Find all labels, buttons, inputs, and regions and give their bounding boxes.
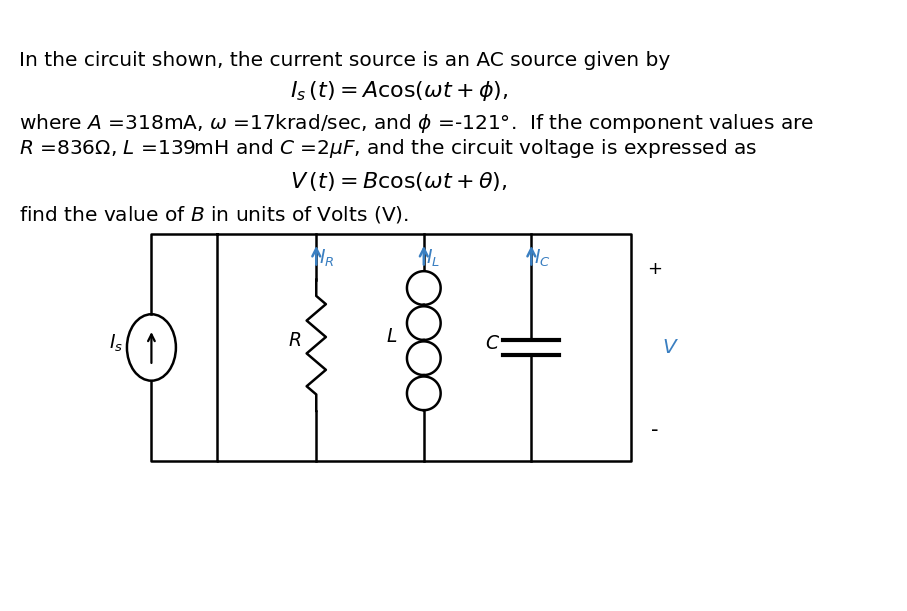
Text: $I_s\,(t) = A\mathrm{cos}(\omega t + \phi),$: $I_s\,(t) = A\mathrm{cos}(\omega t + \ph… (289, 79, 508, 103)
Text: $I_R$: $I_R$ (319, 248, 335, 269)
Text: $C$: $C$ (485, 334, 500, 353)
Text: $I_s$: $I_s$ (110, 332, 123, 354)
Text: $R$ =836Ω, $L$ =139mH and $C$ =2$\mu F$, and the circuit voltage is expressed as: $R$ =836Ω, $L$ =139mH and $C$ =2$\mu F$,… (18, 137, 756, 160)
Text: $I_C$: $I_C$ (534, 248, 551, 269)
Text: $L$: $L$ (386, 327, 397, 346)
Text: $R$: $R$ (288, 331, 301, 350)
Text: In the circuit shown, the current source is an AC source given by: In the circuit shown, the current source… (18, 51, 669, 70)
Text: find the value of $B$ in units of Volts (V).: find the value of $B$ in units of Volts … (18, 203, 408, 225)
Text: $V$: $V$ (662, 338, 679, 357)
Text: $V\,(t) = B\mathrm{cos}(\omega t + \theta),$: $V\,(t) = B\mathrm{cos}(\omega t + \thet… (290, 170, 508, 194)
Text: -: - (651, 420, 658, 440)
Text: $I_L$: $I_L$ (426, 248, 441, 269)
Text: where $A$ =318mA, $\omega$ =17krad/sec, and $\phi$ =-121°.  If the component val: where $A$ =318mA, $\omega$ =17krad/sec, … (18, 112, 814, 135)
Text: +: + (648, 260, 663, 278)
